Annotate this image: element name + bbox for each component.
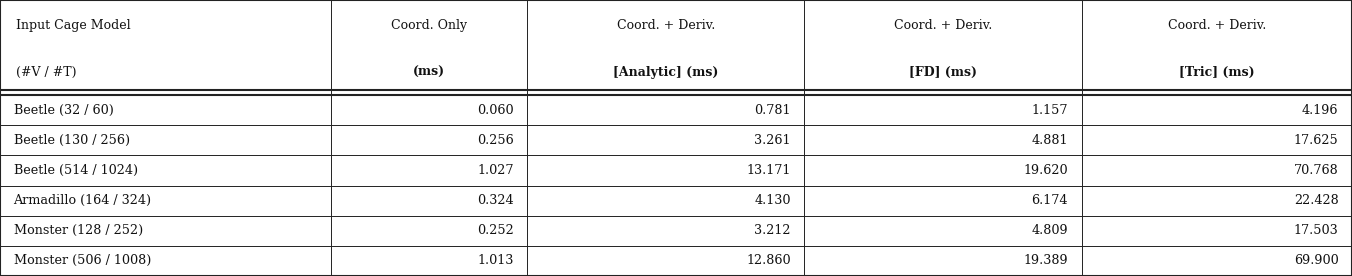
Text: 3.212: 3.212 [754, 224, 791, 237]
Text: Beetle (130 / 256): Beetle (130 / 256) [14, 134, 130, 147]
Text: 17.503: 17.503 [1294, 224, 1338, 237]
Text: Coord. Only: Coord. Only [391, 19, 468, 32]
Text: 17.625: 17.625 [1294, 134, 1338, 147]
Text: 0.252: 0.252 [477, 224, 514, 237]
Text: 13.171: 13.171 [746, 164, 791, 177]
Text: 1.157: 1.157 [1032, 104, 1068, 117]
Text: Coord. + Deriv.: Coord. + Deriv. [617, 19, 715, 32]
Text: 0.781: 0.781 [754, 104, 791, 117]
Text: 70.768: 70.768 [1294, 164, 1338, 177]
Text: (ms): (ms) [414, 66, 445, 79]
Text: [FD] (ms): [FD] (ms) [909, 66, 977, 79]
Text: 6.174: 6.174 [1032, 194, 1068, 207]
Text: 12.860: 12.860 [746, 254, 791, 267]
Text: Beetle (32 / 60): Beetle (32 / 60) [14, 104, 114, 117]
Text: (#V / #T): (#V / #T) [16, 66, 77, 79]
Text: Armadillo (164 / 324): Armadillo (164 / 324) [14, 194, 151, 207]
Text: Monster (128 / 252): Monster (128 / 252) [14, 224, 143, 237]
Text: 19.620: 19.620 [1023, 164, 1068, 177]
Text: 0.060: 0.060 [477, 104, 514, 117]
Text: 1.013: 1.013 [477, 254, 514, 267]
Text: [Tric] (ms): [Tric] (ms) [1179, 66, 1255, 79]
Text: 4.130: 4.130 [754, 194, 791, 207]
Text: 0.324: 0.324 [477, 194, 514, 207]
Text: 1.027: 1.027 [477, 164, 514, 177]
Text: 19.389: 19.389 [1023, 254, 1068, 267]
Text: [Analytic] (ms): [Analytic] (ms) [614, 66, 718, 79]
Text: Monster (506 / 1008): Monster (506 / 1008) [14, 254, 151, 267]
Text: 4.881: 4.881 [1032, 134, 1068, 147]
Text: 69.900: 69.900 [1294, 254, 1338, 267]
Text: Beetle (514 / 1024): Beetle (514 / 1024) [14, 164, 138, 177]
Text: 22.428: 22.428 [1294, 194, 1338, 207]
Text: Coord. + Deriv.: Coord. + Deriv. [1168, 19, 1265, 32]
Text: Input Cage Model: Input Cage Model [16, 19, 131, 32]
Text: Coord. + Deriv.: Coord. + Deriv. [894, 19, 992, 32]
Text: 4.196: 4.196 [1302, 104, 1338, 117]
Text: 0.256: 0.256 [477, 134, 514, 147]
Text: 4.809: 4.809 [1032, 224, 1068, 237]
Text: 3.261: 3.261 [754, 134, 791, 147]
